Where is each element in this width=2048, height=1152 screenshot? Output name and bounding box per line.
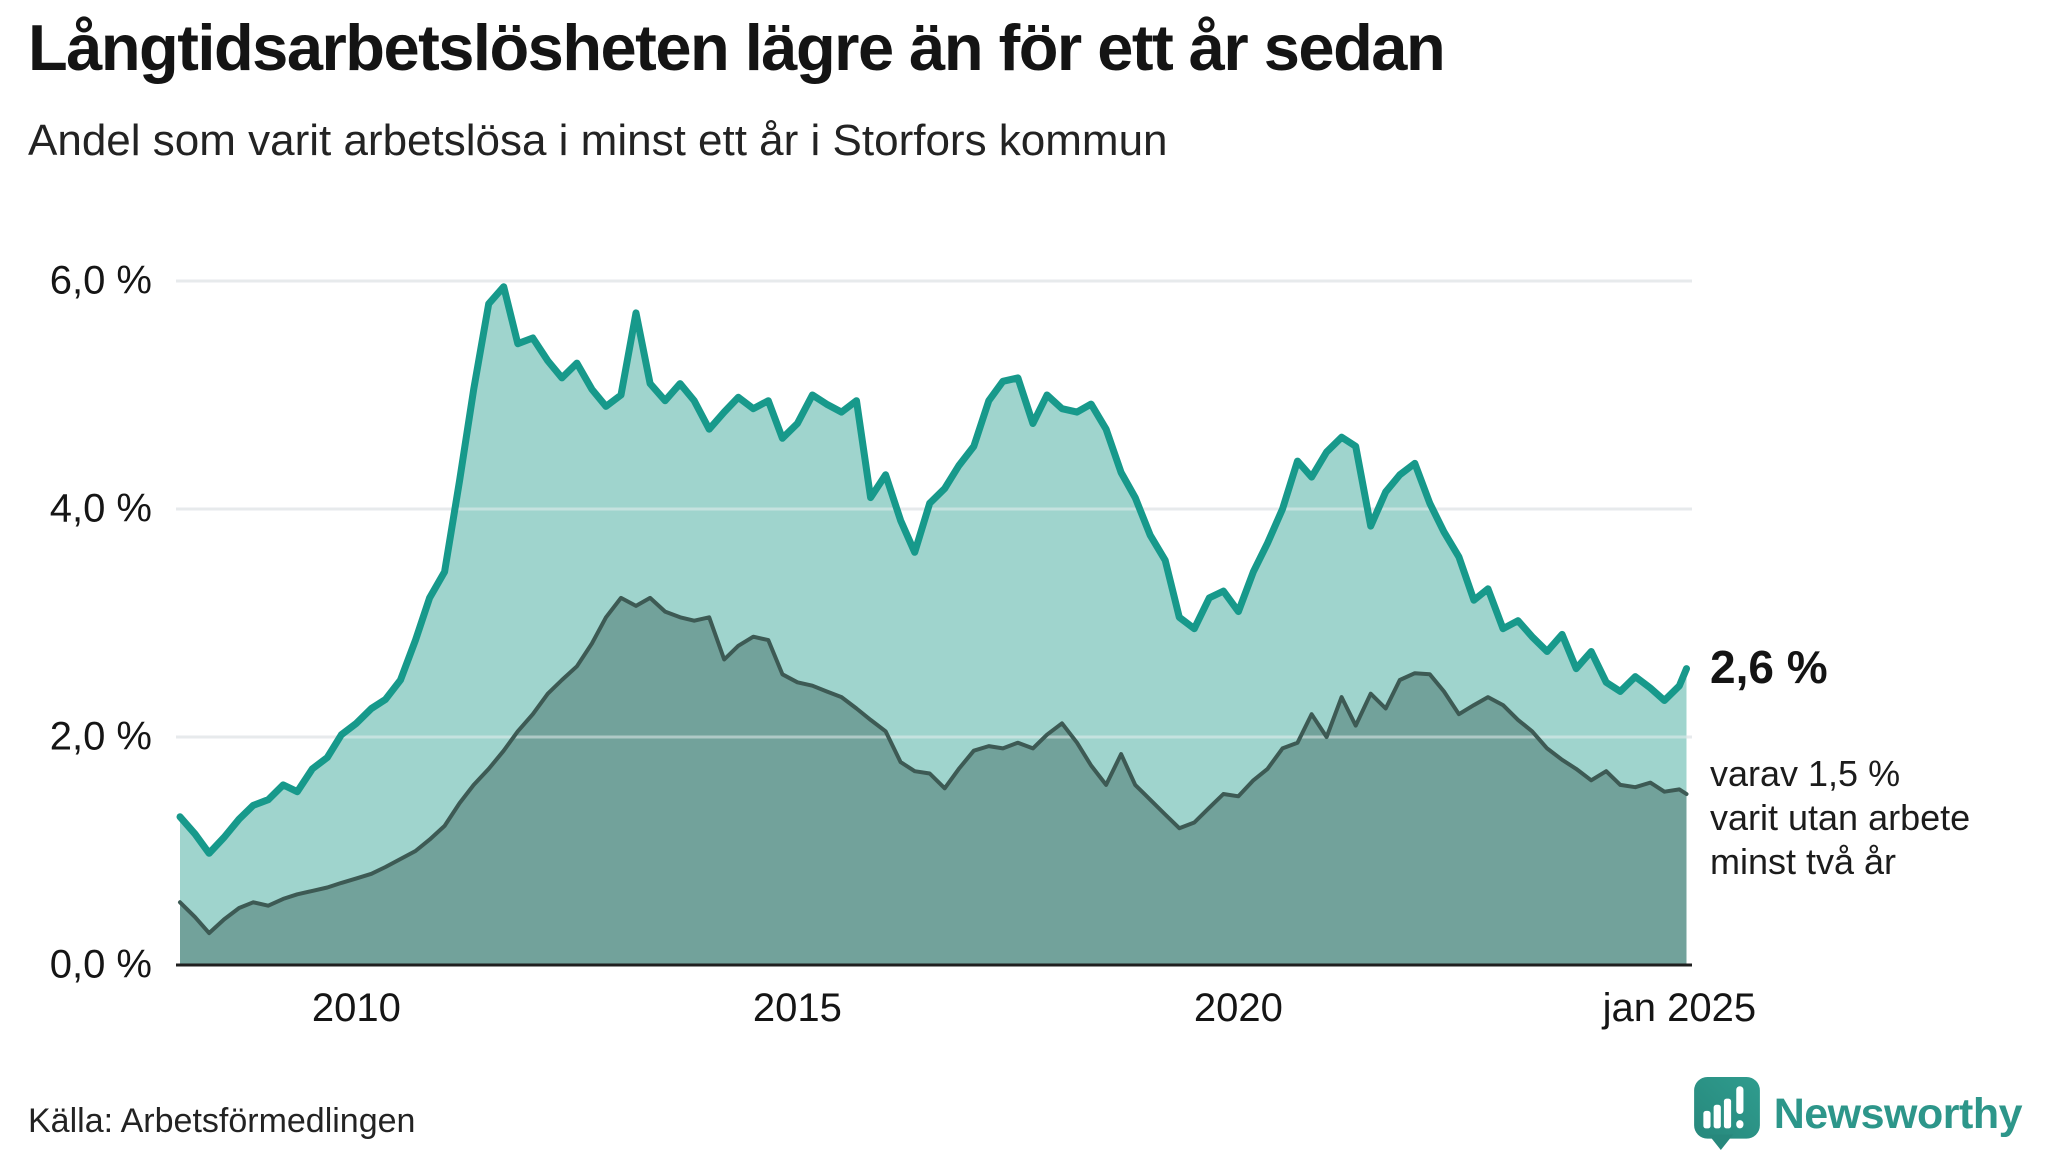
x-axis-tick-label: 2015 (752, 986, 842, 1030)
x-axis-tick-label: 2010 (311, 986, 401, 1030)
newsworthy-logo: Newsworthy (1693, 1077, 2023, 1150)
y-axis-tick-label: 0,0 % (49, 942, 152, 987)
chart-subtitle: Andel som varit arbetslösa i minst ett å… (28, 116, 1168, 165)
end-value-detail-annotation: varav 1,5 % varit utan arbete minst två … (1710, 753, 1971, 882)
y-axis-tick-label: 2,0 % (49, 714, 152, 759)
page-title: Långtidsarbetslösheten lägre än för ett … (28, 11, 1446, 84)
y-axis-tick-label: 6,0 % (49, 258, 152, 303)
series-min-two-years-area (180, 597, 1687, 965)
series-min-two-years-line (178, 595, 1689, 936)
source-caption: Källa: Arbetsförmedlingen (28, 1102, 416, 1140)
brand-wordmark: Newsworthy (1773, 1089, 2023, 1138)
y-axis-tick-label: 4,0 % (49, 486, 152, 531)
bar-chart-speech-bubble-icon (1693, 1077, 1760, 1150)
end-value-annotation: 2,6 % (1710, 641, 1828, 693)
x-axis-tick-label: 2020 (1193, 986, 1283, 1030)
series-min-one-year-line (176, 283, 1690, 857)
x-axis-tick-label: jan 2025 (1602, 986, 1757, 1030)
